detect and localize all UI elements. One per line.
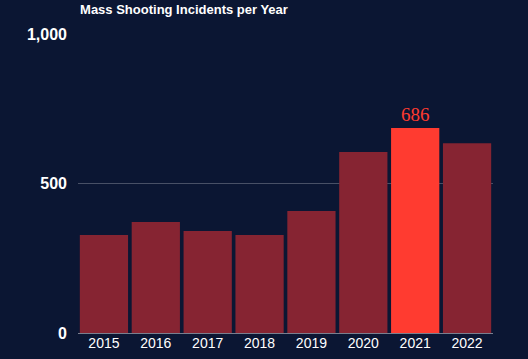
svg-text:2015: 2015 (88, 335, 119, 351)
svg-text:2018: 2018 (244, 335, 275, 351)
svg-text:2017: 2017 (192, 335, 223, 351)
svg-text:500: 500 (40, 175, 67, 192)
svg-text:0: 0 (58, 325, 67, 342)
svg-text:1,000: 1,000 (27, 26, 67, 43)
svg-text:2016: 2016 (140, 335, 171, 351)
svg-text:686: 686 (401, 104, 430, 125)
svg-text:2022: 2022 (451, 335, 482, 351)
svg-text:2020: 2020 (348, 335, 379, 351)
svg-text:2021: 2021 (400, 335, 431, 351)
svg-text:2019: 2019 (296, 335, 327, 351)
svg-text:Mass Shooting Incidents per Ye: Mass Shooting Incidents per Year (80, 2, 288, 17)
